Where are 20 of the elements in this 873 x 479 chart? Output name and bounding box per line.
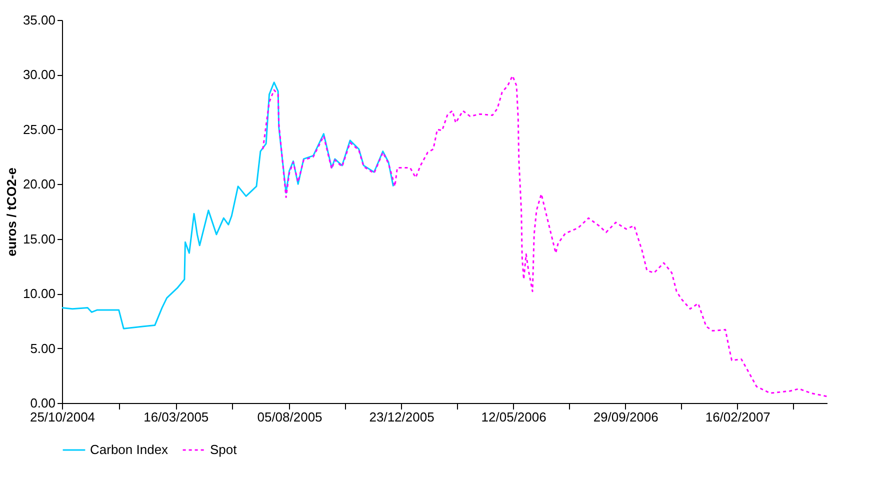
x-tick-label: 16/03/2005: [144, 410, 209, 424]
x-tick-label: 23/12/2005: [369, 410, 434, 424]
line-series: [262, 75, 828, 398]
x-tick-label: 05/08/2005: [257, 410, 322, 424]
legend-label: Carbon Index: [90, 442, 169, 457]
y-tick-label: 0.00: [30, 396, 56, 410]
x-tick-label: 29/09/2006: [593, 410, 658, 424]
y-tick-label: 30.00: [22, 67, 56, 82]
x-tick-label: 25/10/2004: [30, 410, 96, 424]
line-series: [61, 82, 394, 330]
y-tick-label: 5.00: [30, 340, 56, 356]
y-tick-label: 15.00: [22, 231, 56, 246]
y-tick-label: 10.00: [22, 286, 56, 302]
legend-label: Spot: [210, 442, 238, 457]
y-axis-title: euros / tCO2-e: [4, 168, 19, 256]
y-tick-label: 25.00: [22, 122, 56, 137]
y-tick-label: 35.00: [22, 12, 56, 28]
y-tick-label: 20.00: [22, 176, 56, 192]
x-tick-label: 16/02/2007: [705, 410, 770, 424]
x-tick-label: 12/05/2006: [481, 410, 546, 424]
